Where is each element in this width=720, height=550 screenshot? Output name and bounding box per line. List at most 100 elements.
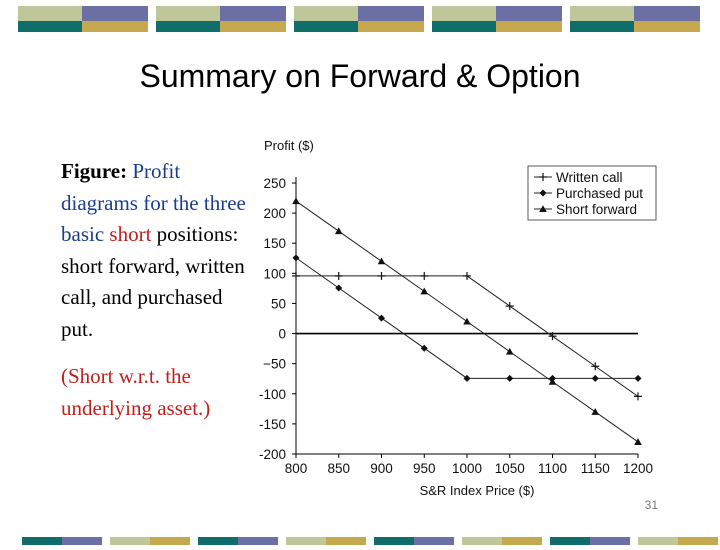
band-block (570, 6, 634, 21)
band-block (634, 6, 700, 21)
y-tick-label: 200 (263, 206, 286, 221)
x-tick-label: 800 (285, 461, 308, 476)
data-point (548, 332, 557, 341)
band-block (294, 21, 358, 32)
legend-label: Short forward (556, 202, 637, 217)
data-point (591, 362, 600, 371)
data-point (463, 317, 471, 325)
band-block (156, 21, 220, 32)
figure-caption: Figure: Profit diagrams for the three ba… (61, 156, 251, 424)
band-block (294, 6, 358, 21)
caption-text-2: positions: short forward, written call, … (61, 222, 245, 341)
band-block (638, 537, 678, 545)
y-tick-label: 150 (263, 236, 286, 251)
data-point (634, 374, 642, 382)
band-block (18, 6, 82, 21)
band-block (22, 537, 62, 545)
y-tick-label: 0 (278, 327, 286, 342)
data-point (378, 314, 385, 322)
y-tick-label: 50 (271, 296, 286, 311)
x-tick-label: 1000 (452, 461, 482, 476)
x-tick-label: 1200 (623, 461, 653, 476)
data-point (377, 271, 386, 280)
band-block (18, 21, 82, 32)
band-block (502, 537, 542, 545)
data-point (420, 287, 429, 295)
x-tick-label: 950 (413, 461, 436, 476)
band-block (238, 537, 278, 545)
data-point (591, 408, 600, 415)
x-tick-label: 1150 (581, 461, 610, 476)
data-point (292, 271, 300, 280)
data-point (505, 302, 514, 311)
y-axis-label: Profit ($) (264, 138, 314, 153)
top-band-graphic (18, 6, 700, 32)
band-block (326, 537, 366, 545)
data-point (377, 257, 386, 265)
band-block (156, 6, 220, 21)
band-block (150, 537, 190, 545)
band-block (82, 6, 148, 21)
x-tick-label: 900 (370, 461, 393, 476)
band-block (462, 537, 502, 545)
x-tick-label: 1050 (495, 461, 525, 476)
x-tick-label: 850 (327, 461, 350, 476)
data-point (548, 377, 557, 385)
page-number: 31 (644, 498, 658, 512)
band-block (198, 537, 238, 545)
data-point (591, 374, 599, 382)
data-point (463, 374, 471, 382)
slide-title: Summary on Forward & Option (139, 58, 581, 94)
x-axis-label: S&R Index Price ($) (420, 483, 535, 498)
caption-note: (Short w.r.t. the underlying asset.) (61, 364, 211, 420)
data-point (463, 271, 471, 280)
band-block (358, 21, 424, 32)
band-block (62, 537, 102, 545)
band-block (82, 21, 148, 32)
y-tick-label: -200 (259, 447, 286, 462)
data-point (420, 344, 428, 352)
profit-chart: Profit ($) S&R Index Price ($) 250 200 150… (259, 138, 657, 498)
band-block (432, 6, 496, 21)
caption-text-1: Profit diagrams for the three basic (61, 159, 246, 246)
band-block (496, 6, 562, 21)
band-block (220, 6, 286, 21)
legend-label: Purchased put (556, 186, 643, 201)
band-block (358, 6, 424, 21)
legend-marker (539, 189, 547, 197)
band-block (286, 537, 326, 545)
bottom-color-band (0, 532, 720, 545)
top-color-band (0, 6, 720, 34)
data-point (634, 438, 642, 445)
data-point (505, 347, 514, 355)
caption-highlight: short (109, 222, 152, 246)
data-point (420, 271, 429, 280)
data-point (506, 374, 514, 382)
band-block (220, 21, 286, 32)
data-point (335, 284, 343, 292)
legend-marker (539, 173, 547, 181)
band-block (374, 537, 414, 545)
y-tick-label: -150 (259, 417, 286, 432)
data-point (334, 271, 343, 280)
x-tick-label: 1100 (538, 461, 567, 476)
band-block (496, 21, 562, 32)
legend-marker (539, 205, 547, 212)
y-tick-label: 250 (263, 176, 286, 191)
y-tick-label: 100 (263, 266, 286, 281)
band-block (110, 537, 150, 545)
caption-lead: Figure: (61, 159, 128, 183)
data-point (334, 227, 343, 235)
band-block (678, 537, 718, 545)
data-point (292, 254, 300, 262)
band-block (634, 21, 700, 32)
band-block (590, 537, 630, 545)
band-block (414, 537, 454, 545)
y-tick-label: −50 (263, 357, 286, 372)
band-block (570, 21, 634, 32)
band-block (432, 21, 496, 32)
data-point (292, 197, 300, 205)
band-block (550, 537, 590, 545)
legend-label: Written call (556, 170, 623, 185)
